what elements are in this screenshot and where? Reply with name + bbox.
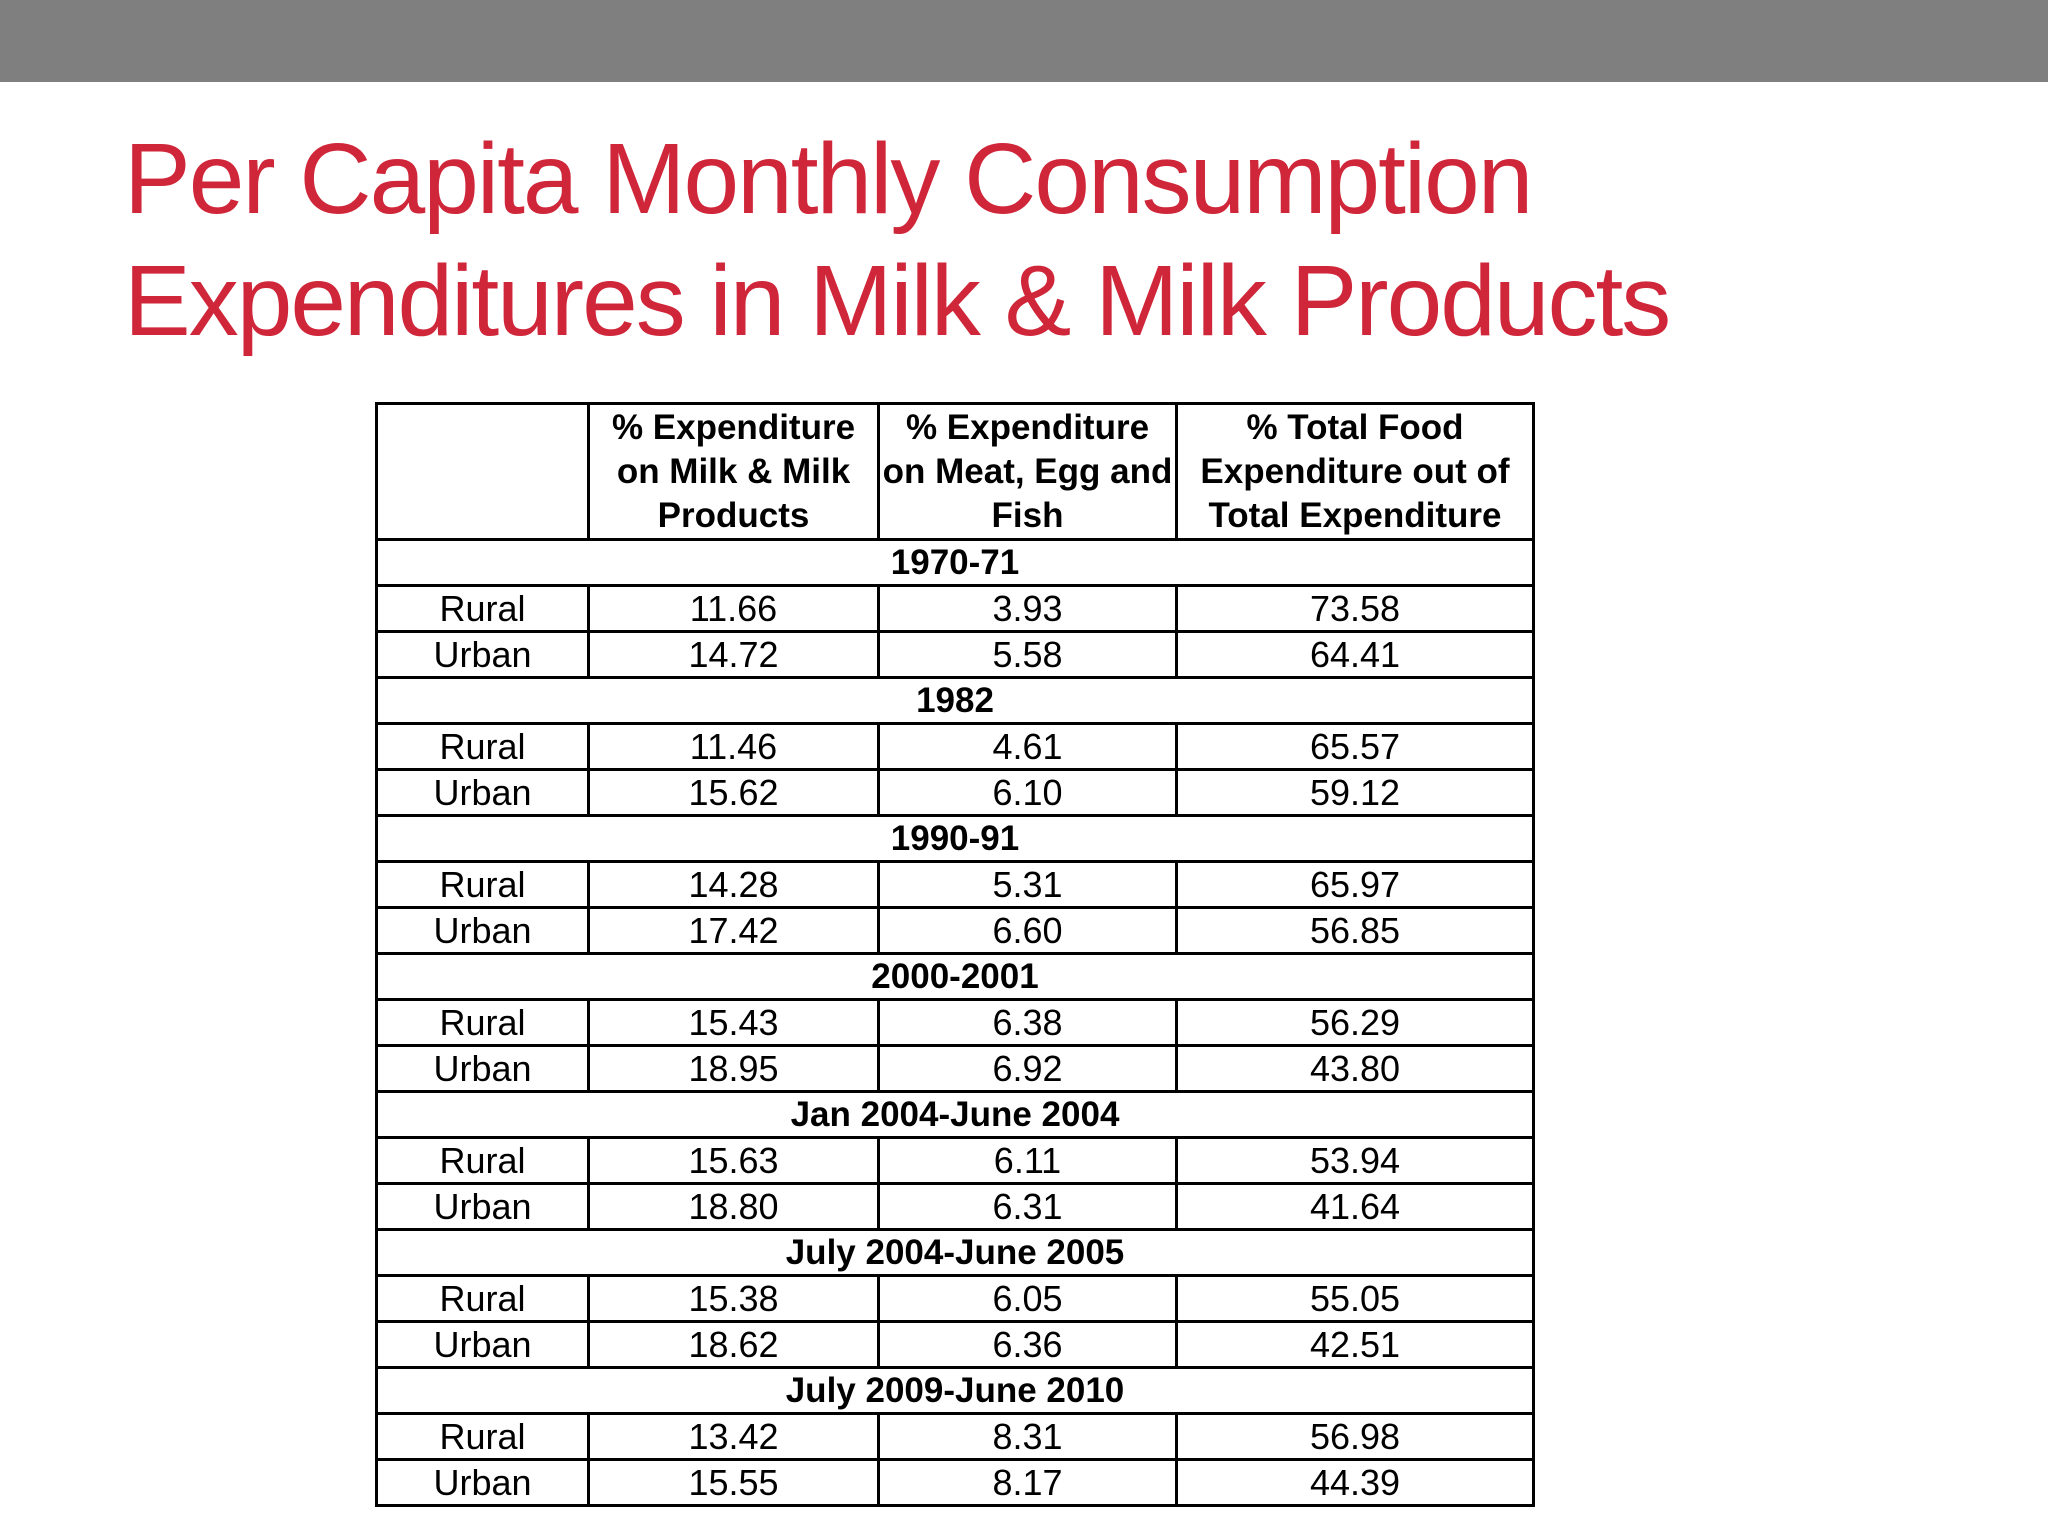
- milk-value-cell: 14.28: [587, 860, 880, 909]
- slide-title-line-1: Per Capita Monthly Consumption: [124, 123, 1533, 235]
- header-milk-expenditure: % Expenditure on Milk & Milk Products: [587, 402, 880, 541]
- table-row: Urban 14.72 5.58 64.41: [375, 630, 1535, 679]
- meat-value-cell: 6.11: [877, 1136, 1178, 1185]
- period-label: July 2004-June 2005: [375, 1228, 1535, 1277]
- meat-value-cell: 8.31: [877, 1412, 1178, 1461]
- area-label-cell: Rural: [375, 998, 590, 1047]
- area-label-cell: Urban: [375, 1044, 590, 1093]
- table-row: Urban 18.62 6.36 42.51: [375, 1320, 1535, 1369]
- period-label: Jan 2004-June 2004: [375, 1090, 1535, 1139]
- meat-value-cell: 6.05: [877, 1274, 1178, 1323]
- milk-value-cell: 18.95: [587, 1044, 880, 1093]
- header-blank-cell: [375, 402, 590, 541]
- area-label-cell: Urban: [375, 1458, 590, 1507]
- table-row: Urban 18.95 6.92 43.80: [375, 1044, 1535, 1093]
- table-row: Rural 11.66 3.93 73.58: [375, 584, 1535, 633]
- slide-title: Per Capita Monthly Consumption Expenditu…: [124, 118, 1924, 362]
- period-group-row: July 2004-June 2005: [375, 1228, 1535, 1277]
- milk-value-cell: 15.63: [587, 1136, 880, 1185]
- period-label: 1970-71: [375, 538, 1535, 587]
- period-label: 2000-2001: [375, 952, 1535, 1001]
- area-label-cell: Rural: [375, 1136, 590, 1185]
- area-label-cell: Urban: [375, 1182, 590, 1231]
- area-label-cell: Urban: [375, 1320, 590, 1369]
- milk-value-cell: 15.62: [587, 768, 880, 817]
- table-row: Urban 17.42 6.60 56.85: [375, 906, 1535, 955]
- area-label-cell: Rural: [375, 584, 590, 633]
- food-value-cell: 73.58: [1175, 584, 1535, 633]
- meat-value-cell: 3.93: [877, 584, 1178, 633]
- meat-value-cell: 6.31: [877, 1182, 1178, 1231]
- food-value-cell: 44.39: [1175, 1458, 1535, 1507]
- area-label-cell: Urban: [375, 630, 590, 679]
- table-header-row: % Expenditure on Milk & Milk Products % …: [375, 402, 1535, 541]
- milk-value-cell: 11.46: [587, 722, 880, 771]
- table-row: Rural 15.38 6.05 55.05: [375, 1274, 1535, 1323]
- area-label-cell: Rural: [375, 722, 590, 771]
- meat-value-cell: 6.10: [877, 768, 1178, 817]
- milk-value-cell: 15.38: [587, 1274, 880, 1323]
- food-value-cell: 43.80: [1175, 1044, 1535, 1093]
- meat-value-cell: 5.31: [877, 860, 1178, 909]
- period-group-row: July 2009-June 2010: [375, 1366, 1535, 1415]
- table-row: Rural 13.42 8.31 56.98: [375, 1412, 1535, 1461]
- food-value-cell: 42.51: [1175, 1320, 1535, 1369]
- expenditure-table: % Expenditure on Milk & Milk Products % …: [375, 402, 1535, 1507]
- table-row: Rural 15.63 6.11 53.94: [375, 1136, 1535, 1185]
- food-value-cell: 56.85: [1175, 906, 1535, 955]
- table-body: 1970-71 Rural 11.66 3.93 73.58 Urban 14.72 5.58…: [375, 538, 1535, 1507]
- table-row: Rural 14.28 5.31 65.97: [375, 860, 1535, 909]
- meat-value-cell: 6.38: [877, 998, 1178, 1047]
- period-label: 1982: [375, 676, 1535, 725]
- food-value-cell: 59.12: [1175, 768, 1535, 817]
- milk-value-cell: 13.42: [587, 1412, 880, 1461]
- meat-value-cell: 6.36: [877, 1320, 1178, 1369]
- table-row: Urban 15.55 8.17 44.39: [375, 1458, 1535, 1507]
- milk-value-cell: 18.80: [587, 1182, 880, 1231]
- area-label-cell: Urban: [375, 906, 590, 955]
- milk-value-cell: 11.66: [587, 584, 880, 633]
- table-row: Urban 15.62 6.10 59.12: [375, 768, 1535, 817]
- meat-value-cell: 8.17: [877, 1458, 1178, 1507]
- milk-value-cell: 15.55: [587, 1458, 880, 1507]
- area-label-cell: Rural: [375, 860, 590, 909]
- meat-value-cell: 6.92: [877, 1044, 1178, 1093]
- food-value-cell: 41.64: [1175, 1182, 1535, 1231]
- food-value-cell: 56.98: [1175, 1412, 1535, 1461]
- period-label: 1990-91: [375, 814, 1535, 863]
- food-value-cell: 56.29: [1175, 998, 1535, 1047]
- food-value-cell: 64.41: [1175, 630, 1535, 679]
- table-row: Urban 18.80 6.31 41.64: [375, 1182, 1535, 1231]
- food-value-cell: 65.57: [1175, 722, 1535, 771]
- period-label: July 2009-June 2010: [375, 1366, 1535, 1415]
- meat-value-cell: 5.58: [877, 630, 1178, 679]
- header-total-food-expenditure: % Total Food Expenditure out of Total Ex…: [1175, 402, 1535, 541]
- period-group-row: Jan 2004-June 2004: [375, 1090, 1535, 1139]
- period-group-row: 2000-2001: [375, 952, 1535, 1001]
- food-value-cell: 65.97: [1175, 860, 1535, 909]
- top-banner-bar: [0, 0, 2048, 82]
- food-value-cell: 53.94: [1175, 1136, 1535, 1185]
- area-label-cell: Urban: [375, 768, 590, 817]
- header-meat-expenditure: % Expenditure on Meat, Egg and Fish: [877, 402, 1178, 541]
- area-label-cell: Rural: [375, 1412, 590, 1461]
- milk-value-cell: 14.72: [587, 630, 880, 679]
- milk-value-cell: 18.62: [587, 1320, 880, 1369]
- period-group-row: 1990-91: [375, 814, 1535, 863]
- slide-title-line-2: Expenditures in Milk & Milk Products: [124, 245, 1671, 357]
- period-group-row: 1982: [375, 676, 1535, 725]
- area-label-cell: Rural: [375, 1274, 590, 1323]
- meat-value-cell: 4.61: [877, 722, 1178, 771]
- table-row: Rural 11.46 4.61 65.57: [375, 722, 1535, 771]
- food-value-cell: 55.05: [1175, 1274, 1535, 1323]
- table-row: Rural 15.43 6.38 56.29: [375, 998, 1535, 1047]
- milk-value-cell: 17.42: [587, 906, 880, 955]
- period-group-row: 1970-71: [375, 538, 1535, 587]
- meat-value-cell: 6.60: [877, 906, 1178, 955]
- milk-value-cell: 15.43: [587, 998, 880, 1047]
